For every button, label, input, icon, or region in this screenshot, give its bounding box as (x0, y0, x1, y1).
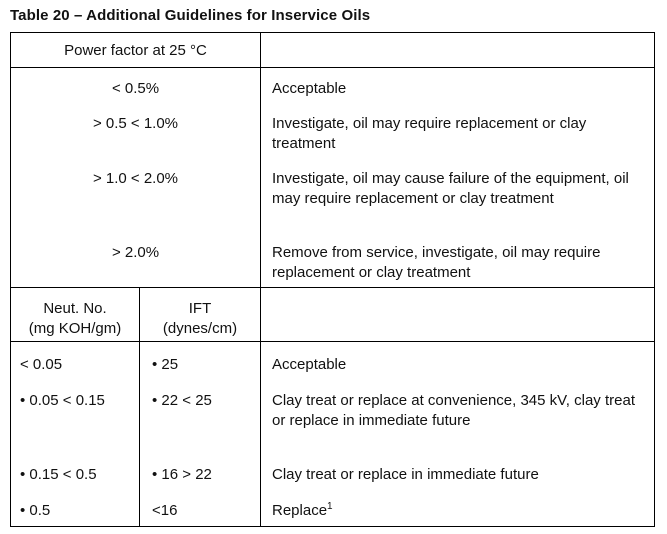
neut-header-rule (11, 341, 654, 342)
neut-value-1: < 0.05 (20, 356, 63, 373)
ift-value-4: <16 (152, 502, 178, 519)
guidelines-table: Power factor at 25 °C < 0.5% Acceptable … (10, 32, 655, 527)
neut-guideline-3-text: Clay treat or replace in immediate futur… (272, 466, 539, 483)
ift-header: IFT (dynes/cm) (140, 299, 260, 338)
pf-range-2: > 0.5 < 1.0% (92, 115, 179, 132)
ift-header-line-1: IFT (188, 300, 212, 317)
neut-guideline-4: Replace1 (272, 501, 647, 521)
pf-header-rule (11, 67, 654, 68)
ift-value-2: • 22 < 25 (152, 392, 212, 409)
neut-guideline-1: Acceptable (272, 355, 647, 375)
section-divider-rule (11, 287, 654, 288)
neut-header: Neut. No. (mg KOH/gm) (11, 299, 139, 338)
ift-value-3: • 16 > 22 (152, 466, 212, 483)
pf-range-4: > 2.0% (111, 244, 160, 261)
pf-range-1: < 0.5% (111, 80, 160, 97)
pf-range-3: > 1.0 < 2.0% (92, 170, 179, 187)
neut-guideline-4-text: Replace (272, 502, 328, 519)
pf-guideline-4: Remove from service, investigate, oil ma… (272, 244, 601, 281)
pf-guideline-1: Acceptable (272, 80, 347, 97)
neut-guideline-3: Clay treat or replace in immediate futur… (272, 465, 647, 485)
ift-column-rule (139, 287, 140, 526)
neut-header-line-1: Neut. No. (43, 300, 107, 317)
ift-header-line-2: (dynes/cm) (162, 319, 238, 337)
guideline-column-rule (260, 33, 261, 526)
neut-value-4: • 0.5 (20, 502, 51, 519)
neut-guideline-2-text: Clay treat or replace at convenience, 34… (272, 392, 635, 429)
ift-value-1: • 25 (152, 356, 179, 373)
neut-guideline-2: Clay treat or replace at convenience, 34… (272, 391, 647, 430)
neut-value-3: • 0.15 < 0.5 (20, 466, 97, 483)
neut-value-2: • 0.05 < 0.15 (20, 392, 105, 409)
neut-header-line-2: (mg KOH/gm) (28, 319, 122, 337)
pf-guideline-2: Investigate, oil may require replacement… (272, 115, 587, 152)
neut-guideline-4-footnote: 1 (327, 501, 333, 512)
neut-guideline-1-text: Acceptable (272, 356, 347, 373)
table-title: Table 20 – Additional Guidelines for Ins… (10, 7, 371, 24)
pf-header: Power factor at 25 °C (64, 42, 207, 59)
pf-guideline-3: Investigate, oil may cause failure of th… (272, 170, 629, 207)
